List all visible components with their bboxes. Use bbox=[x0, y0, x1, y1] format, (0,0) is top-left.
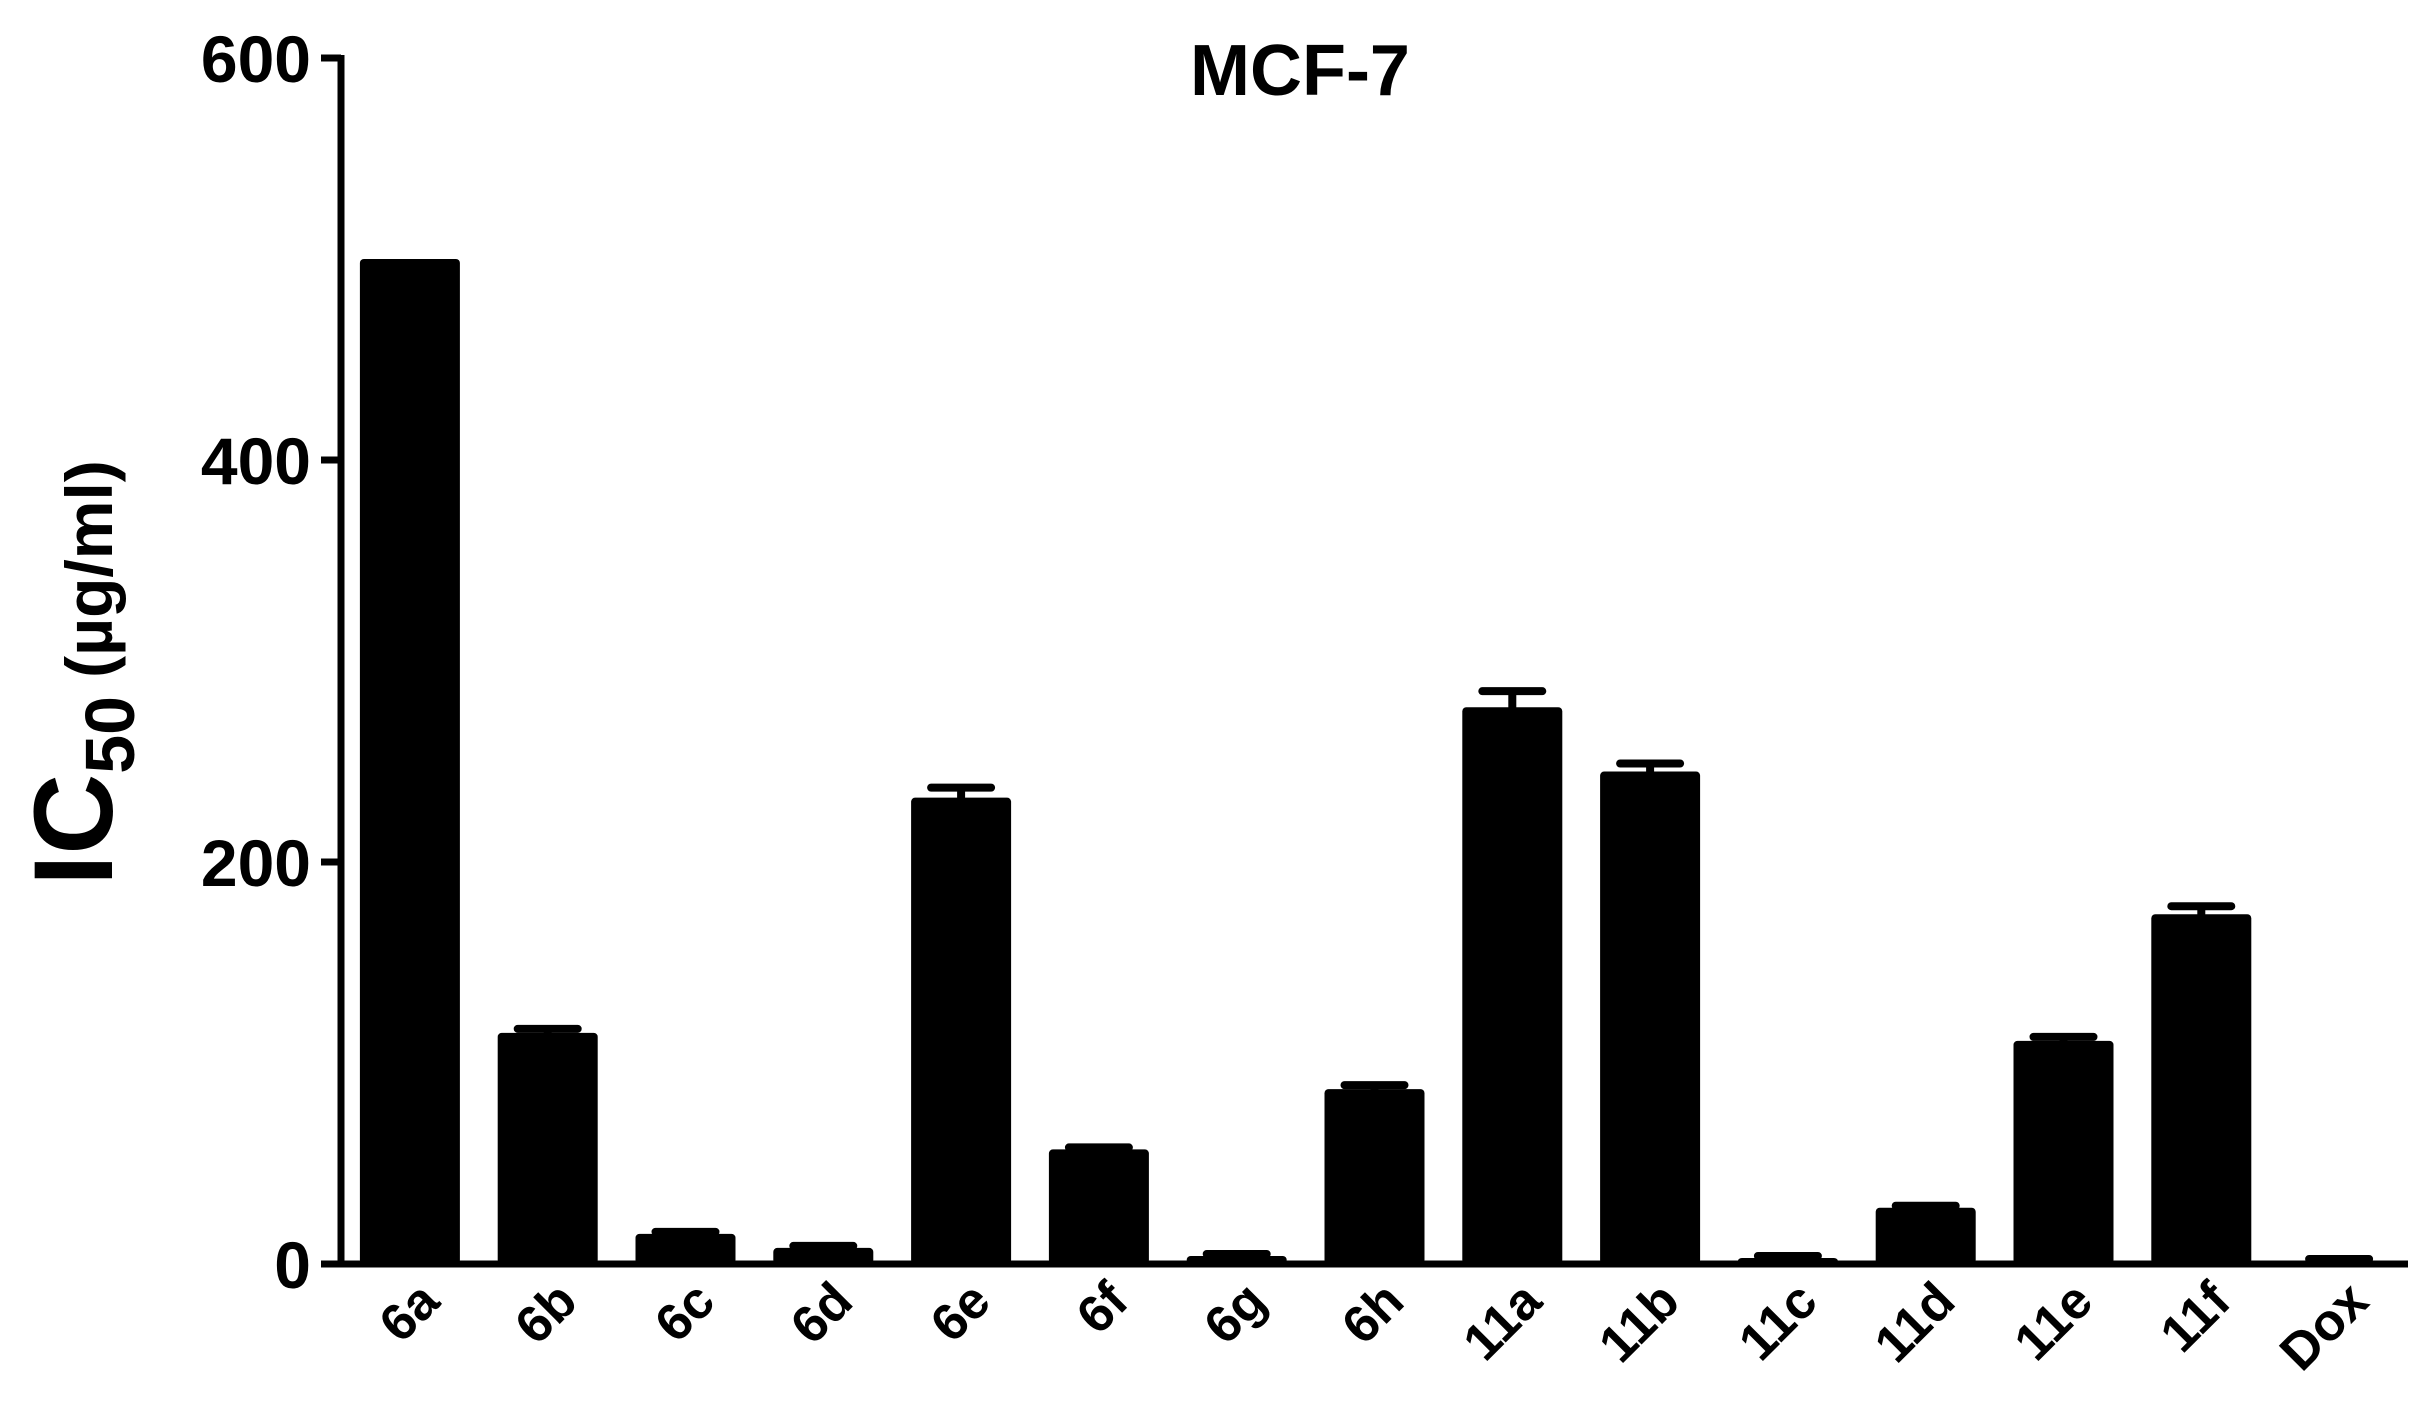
x-tick-label: 6g bbox=[1193, 1271, 1277, 1355]
x-tick-label: 11d bbox=[1864, 1271, 1966, 1373]
y-tick-label: 0 bbox=[274, 1228, 311, 1302]
bar bbox=[911, 797, 1012, 1264]
error-bar bbox=[1340, 1081, 1409, 1094]
error-bar bbox=[1891, 1201, 1960, 1212]
error-bar bbox=[513, 1024, 582, 1037]
error-bar bbox=[2029, 1032, 2098, 1045]
x-tick-label: 6e bbox=[920, 1271, 1002, 1353]
error-bar bbox=[1753, 1251, 1822, 1262]
error-bar bbox=[927, 783, 996, 802]
y-label-main: IC bbox=[11, 774, 136, 886]
x-tick-label: 11c bbox=[1728, 1271, 1828, 1371]
error-bar bbox=[2305, 1254, 2374, 1265]
error-bar bbox=[651, 1227, 720, 1238]
x-tick-label: 6b bbox=[504, 1271, 588, 1355]
bar bbox=[2013, 1040, 2114, 1264]
x-tick-label: 6c bbox=[644, 1271, 726, 1353]
y-label-sub: 50 bbox=[71, 696, 149, 774]
x-tick-label: 6h bbox=[1331, 1271, 1415, 1355]
bar bbox=[635, 1233, 736, 1264]
error-bar bbox=[789, 1241, 858, 1252]
y-tick-label: 600 bbox=[201, 22, 311, 96]
x-tick-label: 6f bbox=[1066, 1271, 1140, 1345]
x-tick-label: 6d bbox=[780, 1271, 864, 1355]
bar bbox=[1048, 1149, 1149, 1264]
x-tick-label: Dox bbox=[2269, 1271, 2380, 1382]
error-bar bbox=[1616, 759, 1685, 776]
x-tick-label: 11f bbox=[2150, 1271, 2243, 1364]
x-tick-label: 11a bbox=[1452, 1271, 1553, 1372]
bar bbox=[359, 259, 460, 1264]
error-bar bbox=[2167, 902, 2236, 919]
bar bbox=[773, 1247, 874, 1264]
bar bbox=[1462, 707, 1563, 1264]
bar bbox=[1324, 1089, 1425, 1264]
bar bbox=[2151, 914, 2252, 1264]
error-bar bbox=[1202, 1249, 1271, 1260]
bar bbox=[1875, 1207, 1976, 1264]
chart-title: MCF-7 bbox=[1190, 31, 1410, 111]
y-tick-label: 200 bbox=[201, 826, 311, 900]
x-tick-label: 11e bbox=[2004, 1271, 2104, 1371]
y-axis-label: IC50 (µg/ml) bbox=[11, 460, 149, 886]
y-tick-label: 400 bbox=[201, 424, 311, 498]
x-tick-label: 6a bbox=[368, 1271, 451, 1354]
error-bar bbox=[1478, 687, 1547, 712]
bar bbox=[1186, 1255, 1287, 1264]
y-label-unit: (µg/ml) bbox=[52, 460, 126, 678]
x-tick-label: 11b bbox=[1588, 1271, 1690, 1373]
bar bbox=[497, 1032, 598, 1264]
error-bar bbox=[1064, 1143, 1133, 1154]
bar bbox=[1600, 771, 1701, 1264]
